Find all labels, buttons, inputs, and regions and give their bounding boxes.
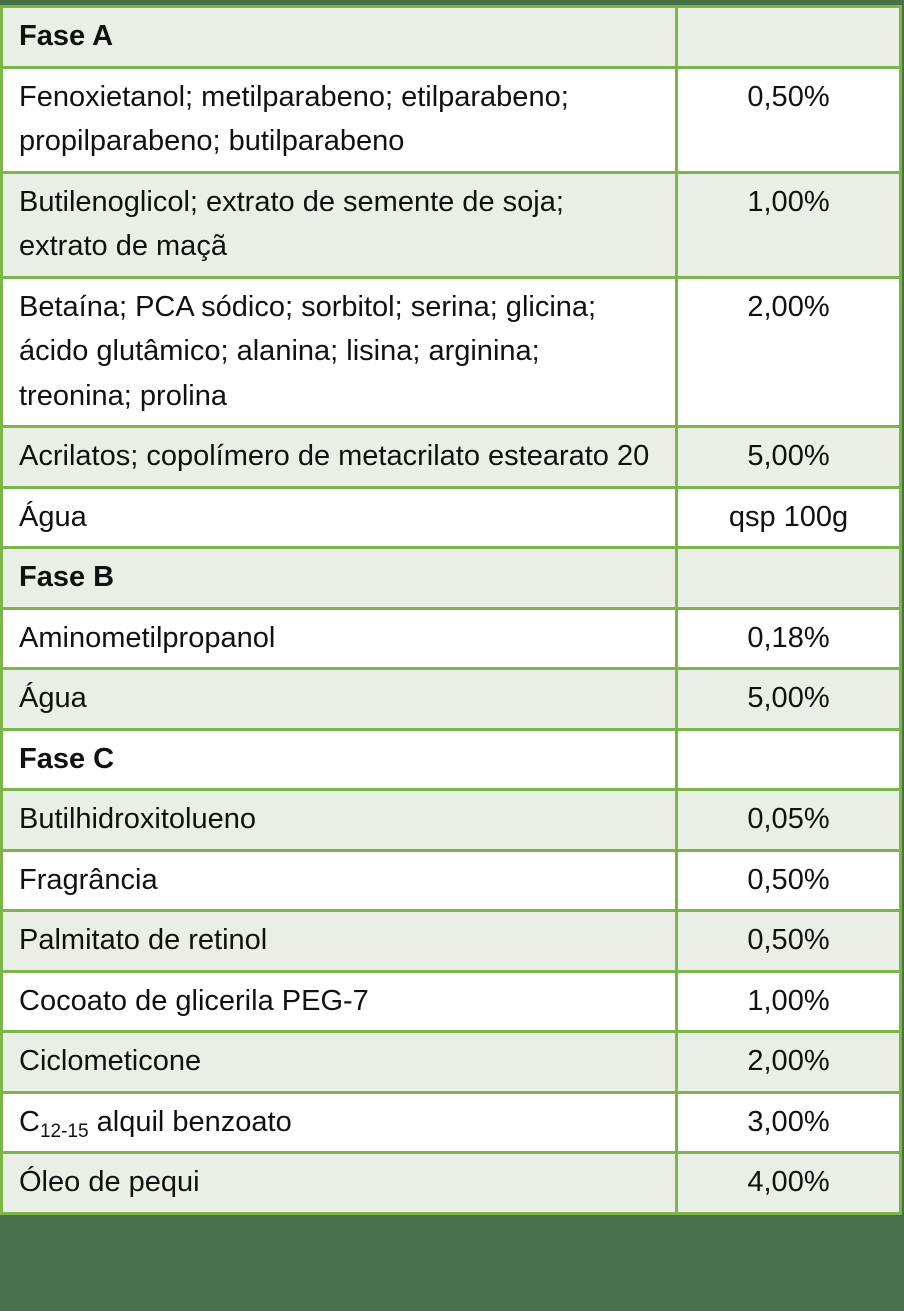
table-row: Betaína; PCA sódico; sorbitol; serina; g… xyxy=(0,275,902,428)
phase-label: Fase C xyxy=(0,727,678,791)
table-row: C12-15 alquil benzoato 3,00% xyxy=(0,1090,902,1154)
ingredient-name: Água xyxy=(0,485,678,549)
table-row: Acrilatos; copolímero de metacrilato est… xyxy=(0,425,902,489)
name-subscript: 12-15 xyxy=(39,1120,89,1142)
ingredient-amount: 5,00% xyxy=(675,425,902,489)
ingredient-name: Óleo de pequi xyxy=(0,1151,678,1215)
ingredient-name: Betaína; PCA sódico; sorbitol; serina; g… xyxy=(0,275,678,428)
phase-row-a: Fase A xyxy=(0,5,902,69)
ingredient-amount: 2,00% xyxy=(675,275,902,428)
ingredient-name: Cocoato de glicerila PEG-7 xyxy=(0,969,678,1033)
phase-row-b: Fase B xyxy=(0,546,902,610)
table-row: Água 5,00% xyxy=(0,667,902,731)
ingredient-amount: 0,50% xyxy=(675,848,902,912)
ingredient-amount: 5,00% xyxy=(675,667,902,731)
ingredient-amount: qsp 100g xyxy=(675,485,902,549)
name-suffix: alquil benzoato xyxy=(88,1105,292,1138)
table-row: Óleo de pequi 4,00% xyxy=(0,1151,902,1215)
ingredient-amount: 4,00% xyxy=(675,1151,902,1215)
ingredient-name: Fragrância xyxy=(0,848,678,912)
table-row: Fragrância 0,50% xyxy=(0,848,902,912)
ingredient-amount: 0,05% xyxy=(675,788,902,852)
table-row: Água qsp 100g xyxy=(0,485,902,549)
table-row: Aminometilpropanol 0,18% xyxy=(0,606,902,670)
table-frame: Fase A Fenoxietanol; metilparabeno; etil… xyxy=(0,5,904,1296)
table-row: Ciclometicone 2,00% xyxy=(0,1030,902,1094)
ingredient-amount: 0,50% xyxy=(675,65,902,174)
table-row: Butilhidroxitolueno 0,05% xyxy=(0,788,902,852)
ingredient-name: Palmitato de retinol xyxy=(0,909,678,973)
ingredient-amount: 3,00% xyxy=(675,1090,902,1154)
table-row: Cocoato de glicerila PEG-7 1,00% xyxy=(0,969,902,1033)
phase-label: Fase B xyxy=(0,546,678,610)
ingredient-name: Butilhidroxitolueno xyxy=(0,788,678,852)
ingredient-amount: 0,18% xyxy=(675,606,902,670)
ingredient-amount: 1,00% xyxy=(675,170,902,279)
ingredient-name: Acrilatos; copolímero de metacrilato est… xyxy=(0,425,678,489)
ingredient-amount: 2,00% xyxy=(675,1030,902,1094)
formulation-table: Fase A Fenoxietanol; metilparabeno; etil… xyxy=(0,5,902,1215)
name-prefix: C xyxy=(19,1105,40,1138)
ingredient-amount: 1,00% xyxy=(675,969,902,1033)
ingredient-name: C12-15 alquil benzoato xyxy=(0,1090,678,1154)
phase-value xyxy=(675,546,902,610)
ingredient-name: Ciclometicone xyxy=(0,1030,678,1094)
ingredient-name: Fenoxietanol; metilparabeno; etilparaben… xyxy=(0,65,678,174)
phase-row-c: Fase C xyxy=(0,727,902,791)
table-row: Fenoxietanol; metilparabeno; etilparaben… xyxy=(0,65,902,174)
ingredient-name: Água xyxy=(0,667,678,731)
table-row: Butilenoglicol; extrato de semente de so… xyxy=(0,170,902,279)
phase-value xyxy=(675,5,902,69)
phase-label: Fase A xyxy=(0,5,678,69)
phase-value xyxy=(675,727,902,791)
ingredient-amount: 0,50% xyxy=(675,909,902,973)
ingredient-name: Aminometilpropanol xyxy=(0,606,678,670)
ingredient-name: Butilenoglicol; extrato de semente de so… xyxy=(0,170,678,279)
table-row: Palmitato de retinol 0,50% xyxy=(0,909,902,973)
